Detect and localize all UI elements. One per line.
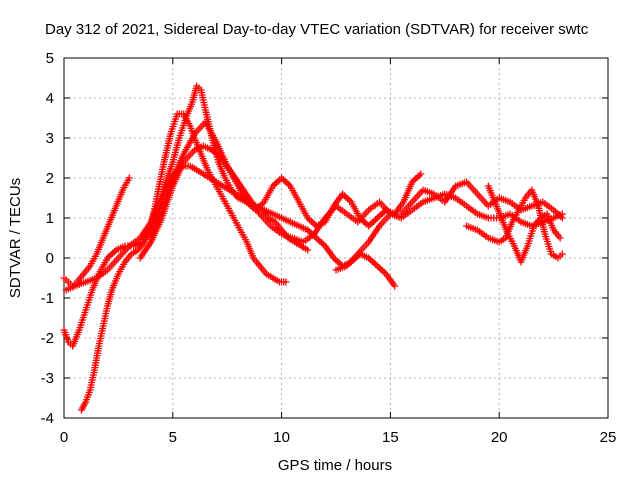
- data-point: [314, 236, 322, 244]
- data-point: [368, 219, 376, 227]
- x-tick-label: 25: [600, 429, 617, 446]
- plot-frame: [63, 57, 609, 419]
- data-point: [342, 193, 350, 201]
- y-tick-label: 1: [46, 210, 54, 227]
- data-point: [278, 174, 286, 182]
- data-point: [377, 265, 385, 273]
- data-point: [415, 172, 423, 180]
- data-point: [318, 239, 326, 247]
- y-axis-label: SDTVAR / TECUs: [7, 178, 24, 298]
- data-point: [375, 212, 383, 220]
- data-point: [366, 220, 374, 228]
- y-tick-label: 0: [46, 250, 54, 267]
- y-tick-label: -3: [41, 370, 54, 387]
- data-point: [417, 170, 425, 178]
- data-point: [558, 214, 566, 222]
- y-tick-label: -4: [41, 410, 54, 427]
- x-axis-label: GPS time / hours: [278, 457, 392, 474]
- data-point: [283, 179, 291, 187]
- x-tick-label: 20: [491, 429, 508, 446]
- data-point: [372, 216, 380, 224]
- data-point: [344, 195, 352, 203]
- y-tick-label: 4: [46, 90, 54, 107]
- data-point: [333, 257, 341, 265]
- data-point: [319, 240, 327, 248]
- data-point: [379, 267, 387, 275]
- data-point: [332, 256, 340, 264]
- series-3: [77, 162, 312, 414]
- y-tick-label: 5: [46, 50, 54, 67]
- x-tick-label: 10: [273, 429, 290, 446]
- data-point: [412, 175, 420, 183]
- data-point: [272, 179, 280, 187]
- data-point: [373, 262, 381, 270]
- data-point: [391, 282, 399, 290]
- y-tick-label: 3: [46, 130, 54, 147]
- data-point: [107, 251, 115, 259]
- data-point: [375, 264, 383, 272]
- data-point: [316, 237, 324, 245]
- data-point: [556, 234, 564, 242]
- data-point: [558, 250, 566, 258]
- data-point: [373, 214, 381, 222]
- data-point: [282, 278, 290, 286]
- axes: 0 5 10 15 20 25 -4 -3 -2 -1 0 1 2 3 4 5: [41, 50, 617, 446]
- data-point: [370, 259, 378, 267]
- x-tick-label: 5: [169, 429, 177, 446]
- data-point: [109, 249, 117, 257]
- series-7: [332, 190, 566, 274]
- series-6: [147, 118, 394, 246]
- y-tick-label: -1: [41, 290, 54, 307]
- series-10: [484, 182, 564, 266]
- data-point: [304, 246, 312, 254]
- data-point: [368, 257, 376, 265]
- data-points: [60, 82, 566, 414]
- series-2: [60, 110, 290, 350]
- data-point: [125, 174, 133, 182]
- x-tick-label: 0: [60, 429, 68, 446]
- y-tick-label: 2: [46, 170, 54, 187]
- data-point: [279, 176, 287, 184]
- data-point: [370, 217, 378, 225]
- x-tick-label: 15: [382, 429, 399, 446]
- data-point: [365, 222, 373, 230]
- data-point: [307, 217, 315, 225]
- data-point: [413, 173, 421, 181]
- data-point: [380, 268, 388, 276]
- data-point: [274, 177, 282, 185]
- chart-title: Day 312 of 2021, Sidereal Day-to-day VTE…: [45, 21, 589, 38]
- data-point: [281, 177, 289, 185]
- y-tick-label: -2: [41, 330, 54, 347]
- data-point: [372, 260, 380, 268]
- data-point: [377, 211, 385, 219]
